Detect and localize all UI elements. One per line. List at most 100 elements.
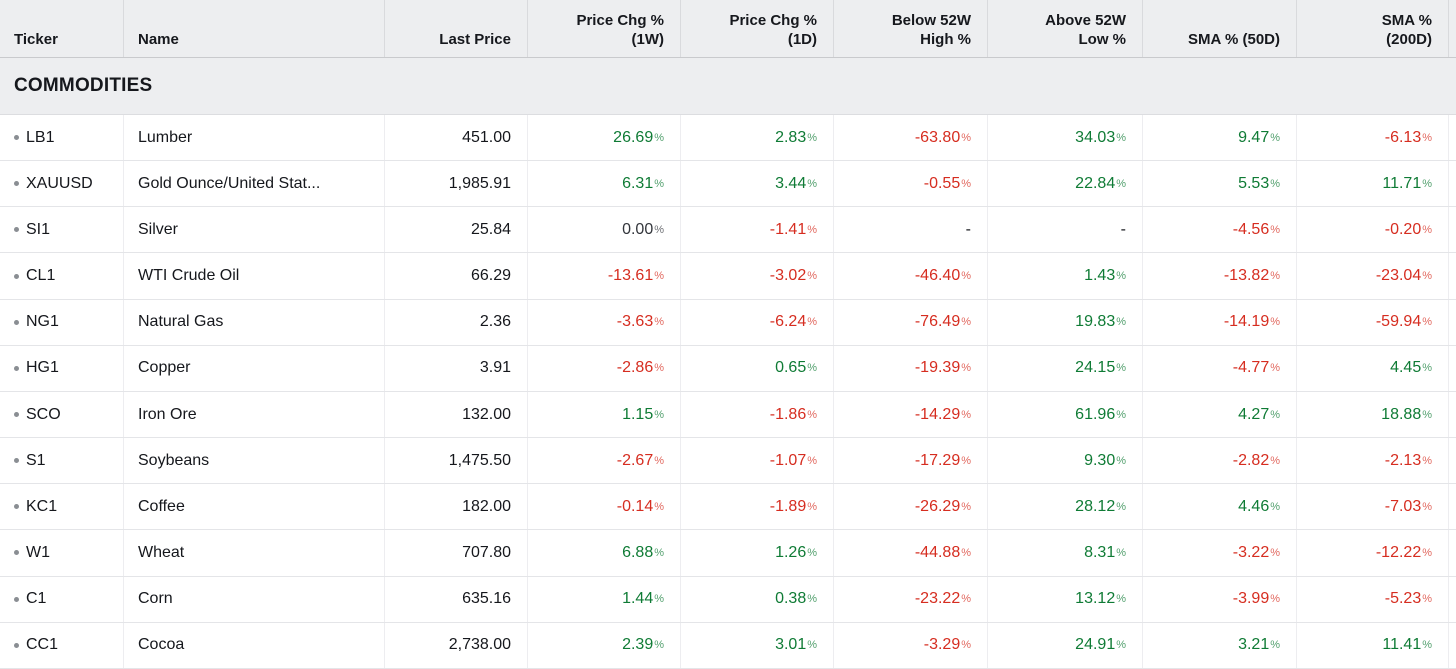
ticker-label: SI1 (26, 220, 51, 238)
above-52w-low-cell: 19.83% (988, 299, 1143, 345)
table-row-hg1[interactable]: HG1 Copper 3.91 -2.86% 0.65% -19.39% 24.15% -4.… (0, 345, 1456, 392)
percent-sign: % (807, 316, 817, 329)
last-price-cell: 2,738.00 (385, 622, 528, 668)
table-row-cc1[interactable]: CC1 Cocoa 2,738.00 2.39% 3.01% -3.29% 24.91% 3.… (0, 622, 1456, 669)
name-label: Cocoa (138, 636, 185, 654)
table-row-cl1[interactable]: CL1 WTI Crude Oil 66.29 -13.61% -3.02% -46.40… (0, 253, 1456, 300)
ticker-label: KC1 (26, 497, 58, 515)
percent-sign: % (961, 316, 971, 329)
ticker-bullet-icon (14, 642, 19, 648)
percent-sign: % (1116, 546, 1126, 559)
ticker-cell[interactable]: XAUUSD (0, 161, 124, 207)
ticker-cell[interactable]: W1 (0, 530, 124, 576)
column-header-below-52w-high[interactable]: Below 52W High % (834, 0, 988, 57)
percent-sign: % (1422, 500, 1432, 513)
below-52w-high-cell: -63.80% (834, 115, 988, 161)
percent-value: -3.22 (1232, 543, 1270, 561)
below-52w-high-cell: -19.39% (834, 345, 988, 391)
name-label: WTI Crude Oil (138, 267, 240, 285)
table-row-lb1[interactable]: LB1 Lumber 451.00 26.69% 2.83% -63.80% 34.03% 9… (0, 115, 1456, 162)
percent-sign: % (807, 223, 817, 236)
percent-sign: % (654, 546, 664, 559)
below-52w-high-cell: -26.29% (834, 484, 988, 530)
sma-50d-cell: -14.19% (1143, 299, 1297, 345)
column-header-name[interactable]: Name (124, 0, 385, 57)
last-price-cell: 66.29 (385, 253, 528, 299)
below-52w-high-cell: -3.29% (834, 622, 988, 668)
column-header-last-price[interactable]: Last Price (385, 0, 528, 57)
percent-value: 1.15 (622, 405, 654, 423)
percent-value: 24.15 (1075, 359, 1116, 377)
percent-value: -13.61 (607, 267, 654, 285)
percent-sign: % (1422, 270, 1432, 283)
ticker-cell[interactable]: LB1 (0, 115, 124, 161)
percent-value: -59.94 (1375, 313, 1422, 331)
column-header-sma-200d[interactable]: SMA % (200D) (1297, 0, 1449, 57)
column-header-above-52w-low[interactable]: Above 52W Low % (988, 0, 1143, 57)
column-header-price-chg-1d[interactable]: Price Chg % (1D) (681, 0, 834, 57)
percent-sign: % (654, 223, 664, 236)
percent-sign: % (654, 639, 664, 652)
table-row-w1[interactable]: W1 Wheat 707.80 6.88% 1.26% -44.88% 8.31% -3.22… (0, 530, 1456, 577)
percent-value: 26.69 (613, 128, 654, 146)
price-chg-1w-cell: 26.69% (528, 115, 681, 161)
price-chg-1d-cell: -3.02% (681, 253, 834, 299)
percent-value: -3.29 (923, 636, 961, 654)
price-chg-1d-cell: 0.65% (681, 345, 834, 391)
table-row-c1[interactable]: C1 Corn 635.16 1.44% 0.38% -23.22% 13.12% -3.99… (0, 576, 1456, 623)
column-header-sma-50d[interactable]: SMA % (50D) (1143, 0, 1297, 57)
table-row-ng1[interactable]: NG1 Natural Gas 2.36 -3.63% -6.24% -76.49% 19.… (0, 299, 1456, 346)
percent-value: -4.56 (1232, 220, 1270, 238)
table-row-xauusd[interactable]: XAUUSD Gold Ounce/United Stat... 1,985.91 6… (0, 161, 1456, 208)
percent-value: -44.88 (914, 543, 961, 561)
percent-sign: % (1116, 177, 1126, 190)
above-52w-low-cell: 24.15% (988, 345, 1143, 391)
ticker-cell[interactable]: SI1 (0, 207, 124, 253)
ticker-cell[interactable]: HG1 (0, 345, 124, 391)
name-cell: WTI Crude Oil (124, 253, 385, 299)
percent-value: -63.80 (914, 128, 961, 146)
table-row-s1[interactable]: S1 Soybeans 1,475.50 -2.67% -1.07% -17.29% 9.3… (0, 438, 1456, 485)
percent-sign: % (1270, 639, 1280, 652)
ticker-cell[interactable]: SCO (0, 391, 124, 438)
above-52w-low-cell: 8.31% (988, 530, 1143, 576)
percent-sign: % (961, 454, 971, 467)
percent-sign: % (654, 316, 664, 329)
column-header-ticker[interactable]: Ticker (0, 0, 124, 57)
percent-sign: % (654, 454, 664, 467)
percent-value: 8.31 (1084, 543, 1116, 561)
percent-value: -0.55 (923, 174, 961, 192)
table-row-si1[interactable]: SI1 Silver 25.84 0.00% -1.41% - - -4.56% -0.20% (0, 207, 1456, 254)
sma-50d-cell: 5.53% (1143, 161, 1297, 207)
name-cell: Wheat (124, 530, 385, 576)
ticker-bullet-icon (14, 458, 19, 464)
ticker-cell[interactable]: KC1 (0, 484, 124, 530)
below-52w-high-cell: - (834, 207, 988, 253)
sma-200d-cell: -59.94% (1297, 299, 1449, 345)
sma-200d-cell: 18.88% (1297, 391, 1449, 438)
column-header-price-chg-1w[interactable]: Price Chg % (1W) (528, 0, 681, 57)
ticker-label: LB1 (26, 128, 55, 146)
percent-value: -14.29 (914, 405, 961, 423)
table-row-sco[interactable]: SCO Iron Ore 132.00 1.15% -1.86% -14.29% 61.96… (0, 391, 1456, 439)
name-cell: Corn (124, 576, 385, 622)
ticker-cell[interactable]: NG1 (0, 299, 124, 345)
last-price-cell: 451.00 (385, 115, 528, 161)
percent-sign: % (1422, 408, 1432, 421)
ticker-cell[interactable]: S1 (0, 438, 124, 484)
sma-50d-cell: 4.46% (1143, 484, 1297, 530)
above-52w-low-cell: - (988, 207, 1143, 253)
price-chg-1w-cell: -2.67% (528, 438, 681, 484)
percent-value: -4.77 (1232, 359, 1270, 377)
price-chg-1w-cell: 2.39% (528, 622, 681, 668)
percent-value: 22.84 (1075, 174, 1116, 192)
ticker-cell[interactable]: CL1 (0, 253, 124, 299)
ticker-cell[interactable]: C1 (0, 576, 124, 622)
table-row-kc1[interactable]: KC1 Coffee 182.00 -0.14% -1.89% -26.29% 28.12%… (0, 484, 1456, 531)
percent-value: 0.38 (775, 590, 807, 608)
ticker-cell[interactable]: CC1 (0, 622, 124, 668)
row-edge-spacer (1449, 207, 1456, 252)
ticker-label: W1 (26, 543, 50, 561)
percent-sign: % (654, 177, 664, 190)
sma-200d-cell: 4.45% (1297, 345, 1449, 391)
